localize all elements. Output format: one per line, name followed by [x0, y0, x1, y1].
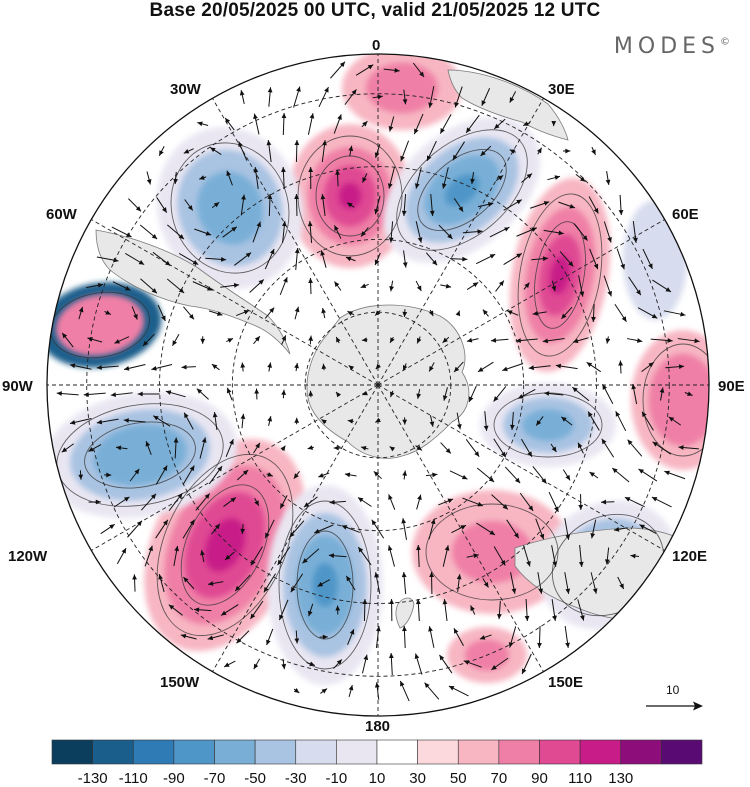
lon-label-120w: 120W: [8, 548, 47, 565]
colorbar-segment-0: [52, 740, 93, 764]
colorbar-segment-9: [418, 740, 459, 764]
colorbar-tick-label: -130: [78, 770, 108, 787]
reference-vector: [646, 702, 703, 711]
colorbar-segment-3: [174, 740, 215, 764]
anomaly-blob-13: [267, 485, 383, 685]
lon-label-180: 180: [365, 718, 390, 735]
anomaly-blob-2: [342, 46, 462, 130]
colorbar-tick-label: 50: [450, 770, 467, 787]
anomaly-level: [649, 354, 718, 446]
colorbar-segment-13: [580, 740, 621, 764]
lon-label-0: 0: [372, 37, 380, 54]
colorbar-tick-label: -70: [204, 770, 226, 787]
lon-label-60w: 60W: [46, 206, 77, 223]
colorbar-tick-label: 10: [369, 770, 386, 787]
reference-vector-label: 10: [666, 683, 679, 697]
lon-label-60e: 60E: [672, 206, 699, 223]
colorbar-segment-2: [133, 740, 174, 764]
anomaly-level: [522, 409, 574, 441]
colorbar-segment-14: [621, 740, 662, 764]
colorbar-segment-7: [336, 740, 377, 764]
colorbar-segment-11: [499, 740, 540, 764]
colorbar-tick-label: 90: [531, 770, 548, 787]
colorbar-tick-label: 70: [491, 770, 508, 787]
lon-label-150e: 150E: [548, 674, 583, 691]
colorbar-tick-label: 130: [608, 770, 633, 787]
lon-label-30e: 30E: [548, 81, 575, 98]
colorbar-segment-10: [458, 740, 499, 764]
colorbar-segment-6: [296, 740, 337, 764]
lon-label-120e: 120E: [672, 548, 707, 565]
colorbar-segment-1: [93, 740, 134, 764]
colorbar-tick-label: 110: [568, 770, 592, 787]
colorbar-segment-4: [215, 740, 256, 764]
colorbar-segment-8: [377, 740, 418, 764]
colorbar-segment-15: [661, 740, 702, 764]
colorbar-tick-label: -90: [163, 770, 185, 787]
anomaly-level: [366, 63, 438, 113]
colorbar-segment-12: [540, 740, 581, 764]
colorbar-tick-label: -50: [244, 770, 266, 787]
lon-label-90e: 90E: [718, 378, 745, 395]
anomaly-level: [312, 563, 338, 607]
colorbar: [52, 740, 702, 764]
lon-label-150w: 150W: [160, 674, 199, 691]
colorbar-tick-label: 30: [409, 770, 426, 787]
colorbar-tick-label: -110: [119, 770, 148, 787]
colorbar-tick-label: -30: [285, 770, 307, 787]
colorbar-segment-5: [255, 740, 296, 764]
lon-label-90w: 90W: [2, 378, 33, 395]
lon-label-30w: 30W: [170, 81, 201, 98]
colorbar-tick-label: -10: [326, 770, 348, 787]
